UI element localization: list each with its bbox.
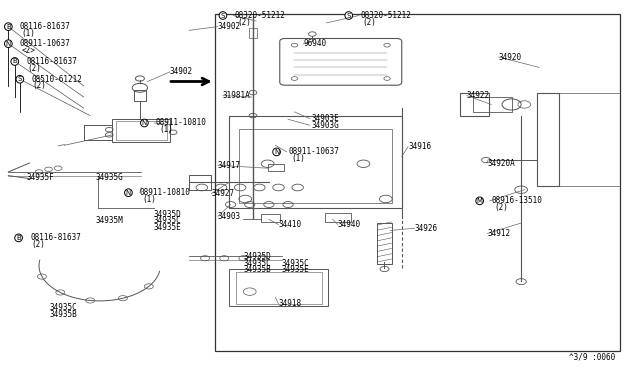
Bar <box>214 14 620 351</box>
Bar <box>261 214 280 222</box>
Text: N: N <box>126 190 131 196</box>
Text: 34903: 34903 <box>218 212 241 221</box>
Text: (2): (2) <box>494 203 508 212</box>
Text: 34935M: 34935M <box>95 217 123 225</box>
Text: 08911-10810: 08911-10810 <box>156 119 207 128</box>
Text: 34902: 34902 <box>170 67 193 76</box>
Text: 34903E: 34903E <box>311 114 339 123</box>
Bar <box>537 93 559 186</box>
Text: 34903G: 34903G <box>311 121 339 130</box>
Text: 34935B: 34935B <box>49 310 77 319</box>
Text: (2): (2) <box>33 81 47 90</box>
Text: (1): (1) <box>159 125 173 134</box>
Text: (1): (1) <box>143 195 156 204</box>
Text: 34902: 34902 <box>218 22 241 31</box>
Text: 08116-81637: 08116-81637 <box>20 22 71 31</box>
Text: 34922: 34922 <box>467 91 490 100</box>
Text: 34920A: 34920A <box>487 158 515 167</box>
Bar <box>236 272 322 304</box>
Text: 08911-10810: 08911-10810 <box>140 188 191 197</box>
Text: S: S <box>221 13 225 19</box>
Bar <box>189 175 211 190</box>
Text: 34940: 34940 <box>338 220 361 229</box>
Text: 34935C: 34935C <box>154 217 182 225</box>
Bar <box>325 214 351 222</box>
Text: 96940: 96940 <box>303 39 326 48</box>
Text: N: N <box>274 149 279 155</box>
Text: ^3/9 :0060: ^3/9 :0060 <box>569 353 615 362</box>
Text: 08911-10637: 08911-10637 <box>20 39 71 48</box>
Text: 34926: 34926 <box>415 224 438 233</box>
Bar <box>249 29 257 38</box>
Text: 08320-51212: 08320-51212 <box>234 11 285 20</box>
Text: 08116-81637: 08116-81637 <box>26 57 77 66</box>
Text: 34918: 34918 <box>278 299 301 308</box>
Text: 34935E: 34935E <box>282 265 309 274</box>
Bar <box>473 97 511 112</box>
Text: B: B <box>6 24 11 30</box>
Text: 34410: 34410 <box>278 220 301 229</box>
Bar <box>113 119 170 141</box>
Text: 34920: 34920 <box>499 52 522 61</box>
Text: (1): (1) <box>21 29 35 38</box>
Bar <box>378 223 392 264</box>
Text: B: B <box>16 235 21 241</box>
Text: N: N <box>141 120 147 126</box>
Text: (2): (2) <box>237 18 251 27</box>
Text: 34935E: 34935E <box>154 223 182 232</box>
Text: 08116-81637: 08116-81637 <box>30 233 81 243</box>
Text: (2): (2) <box>28 64 42 73</box>
Text: 34935C: 34935C <box>282 259 309 267</box>
Text: <2>: <2> <box>21 46 35 55</box>
Text: 34935G: 34935G <box>95 173 123 182</box>
Text: 08916-13510: 08916-13510 <box>491 196 542 205</box>
Text: 34935F: 34935F <box>26 173 54 182</box>
Bar <box>268 164 284 171</box>
Text: M: M <box>477 198 483 204</box>
Bar <box>134 90 147 101</box>
Bar <box>229 269 328 307</box>
Text: B: B <box>12 58 17 64</box>
Bar <box>116 121 167 140</box>
Text: (2): (2) <box>363 18 377 27</box>
Bar <box>239 129 392 203</box>
Text: (2): (2) <box>31 240 45 249</box>
Text: 34935C: 34935C <box>243 259 271 267</box>
Text: 34912: 34912 <box>487 229 511 238</box>
Text: (1): (1) <box>291 154 305 163</box>
Text: 34935C: 34935C <box>49 303 77 312</box>
Text: S: S <box>18 76 22 82</box>
Text: 34935B: 34935B <box>243 265 271 274</box>
Text: 34917: 34917 <box>218 161 241 170</box>
Text: 31981A: 31981A <box>223 91 251 100</box>
Text: 34935D: 34935D <box>243 252 271 261</box>
Text: 34935D: 34935D <box>154 210 182 219</box>
Text: 08911-10637: 08911-10637 <box>288 147 339 156</box>
Bar <box>461 93 489 116</box>
Bar <box>229 116 402 208</box>
Text: S: S <box>346 13 351 19</box>
Text: 34927: 34927 <box>211 189 235 198</box>
Text: 08320-51212: 08320-51212 <box>360 11 411 20</box>
Text: N: N <box>6 41 11 46</box>
Text: 34916: 34916 <box>408 142 431 151</box>
Text: 08510-61212: 08510-61212 <box>31 75 82 84</box>
